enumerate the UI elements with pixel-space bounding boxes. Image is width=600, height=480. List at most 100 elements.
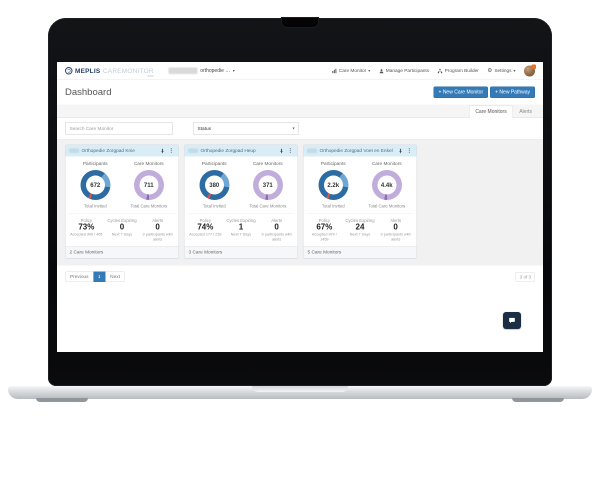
total-care-monitors-label: Total Care Monitors (130, 203, 168, 209)
care-monitor-card: Orthopedie Zorgpad Heup ⋮ Participants 3… (184, 144, 298, 259)
laptop-base (8, 386, 592, 399)
card-title: Orthopedie Zorgpad Knie (81, 148, 135, 154)
brand-name-bold: MEPLIS (75, 67, 101, 75)
policy-stat: Policy 74% Accepted 177 / 239 (189, 218, 222, 237)
current-page-button[interactable]: 1 (93, 271, 106, 283)
next-page-button[interactable]: Next (105, 271, 125, 283)
nav-item-label: Manage Participants (385, 68, 430, 74)
kebab-menu-icon[interactable]: ⋮ (287, 148, 294, 154)
care-monitor-cards: Orthopedie Zorgpad Knie ⋮ Participants 6… (57, 139, 543, 266)
total-care-monitors-label: Total Care Monitors (368, 203, 406, 209)
participants-donut-chart: 2.2k (318, 170, 349, 200)
care-monitor-card: Orthopedie Zorgpad Voet en Enkel ⋮ Parti… (303, 144, 417, 259)
care-monitors-value: 4.4k (380, 181, 393, 189)
pagination-row: Previous 1 Next 3 of 3 (57, 265, 543, 289)
participants-donut-chart: 672 (80, 170, 111, 200)
gear-icon: ⚙ (487, 67, 493, 74)
organization-selector[interactable]: orthopedie … ▾ (168, 67, 235, 74)
chat-widget-button[interactable] (503, 312, 521, 329)
tab-alerts[interactable]: Alerts (519, 109, 532, 115)
participants-label: Participants (82, 161, 108, 167)
nav-item-label: Program Builder (444, 68, 479, 74)
card-title: Orthopedie Zorgpad Voet en Enkel (319, 148, 393, 154)
care-monitors-donut-chart: 711 (133, 170, 164, 200)
alerts-stat: Alerts 0 0 participants with alerts (261, 218, 292, 242)
bar-chart-icon (332, 68, 337, 73)
chevron-down-icon: ▾ (368, 68, 371, 73)
organization-label: orthopedie … (200, 68, 231, 74)
chat-bubble-icon (509, 317, 515, 323)
nav-program-builder[interactable]: Program Builder (437, 68, 479, 74)
chevron-down-icon: ▾ (232, 68, 235, 73)
laptop-screen: MEPLIS CAREMONITOR .com orthopedie … ▾ C… (57, 62, 543, 352)
brand-logo: MEPLIS CAREMONITOR .com (65, 67, 154, 78)
chevron-down-icon: ▾ (292, 126, 295, 131)
alerts-stat: Alerts 0 0 participants with alerts (142, 218, 173, 242)
participants-value: 2.2k (327, 181, 340, 189)
alerts-stat: Alerts 0 0 participants with alerts (380, 218, 411, 242)
care-monitors-value: 711 (143, 181, 154, 189)
care-monitors-label: Care Monitors (371, 161, 402, 167)
nav-care-monitor[interactable]: Care Monitor ▾ (332, 68, 370, 74)
previous-page-button[interactable]: Previous (65, 271, 94, 283)
sitemap-icon (437, 68, 443, 73)
nav-manage-participants[interactable]: Manage Participants (379, 68, 429, 74)
top-navbar: MEPLIS CAREMONITOR .com orthopedie … ▾ C… (57, 62, 543, 80)
search-care-monitor-input[interactable] (65, 122, 173, 135)
card-footer-link[interactable]: 3 Care Monitors (184, 246, 298, 259)
nav-item-label: Settings (494, 68, 512, 74)
tab-bar: Care Monitors Alerts (57, 104, 543, 118)
total-invited-label: Total Invited (321, 203, 345, 209)
pagination: Previous 1 Next (65, 271, 125, 283)
care-monitor-card: Orthopedie Zorgpad Knie ⋮ Participants 6… (65, 144, 179, 259)
status-select[interactable]: Status ▾ (193, 122, 299, 135)
chevron-down-icon: ▾ (513, 68, 516, 73)
laptop-foot-right (512, 398, 564, 402)
user-avatar[interactable] (524, 64, 536, 77)
card-footer-link[interactable]: 5 Care Monitors (303, 246, 417, 259)
policy-stat: Policy 73% Accepted 340 / 465 (70, 218, 103, 237)
notification-badge (531, 64, 536, 69)
kebab-menu-icon[interactable]: ⋮ (168, 148, 175, 154)
redacted-chip (307, 148, 317, 153)
kebab-menu-icon[interactable]: ⋮ (406, 148, 413, 154)
new-care-monitor-button[interactable]: + New Care Monitor (433, 86, 489, 98)
camera-notch (282, 18, 318, 27)
laptop-foot-left (36, 398, 88, 402)
cycles-expiring-stat: Cycles Expiring 1 Next 7 Days (226, 218, 256, 237)
tab-care-monitors[interactable]: Care Monitors (468, 105, 514, 118)
card-header[interactable]: Orthopedie Zorgpad Knie ⋮ (65, 145, 179, 157)
care-monitors-donut-chart: 4.4k (371, 170, 402, 200)
cycles-expiring-stat: Cycles Expiring 24 Next 7 Days (345, 218, 375, 237)
results-count-badge: 3 of 3 (515, 271, 535, 282)
pin-icon[interactable] (279, 148, 284, 154)
policy-stat: Policy 67% Accepted 974 / 1459 (311, 218, 337, 242)
redacted-chip (188, 148, 198, 153)
page-header: Dashboard + New Care Monitor + New Pathw… (57, 80, 543, 105)
users-icon (379, 68, 384, 73)
care-monitors-donut-chart: 371 (252, 170, 283, 200)
card-body: Participants 672 Total Invited Care Moni… (66, 157, 179, 247)
participants-value: 380 (209, 181, 220, 189)
total-invited-label: Total Invited (202, 203, 226, 209)
care-monitors-label: Care Monitors (252, 161, 283, 167)
card-header[interactable]: Orthopedie Zorgpad Heup ⋮ (184, 145, 298, 157)
new-pathway-button[interactable]: + New Pathway (490, 86, 535, 98)
redacted-chip (69, 148, 79, 153)
redacted-org-name (168, 67, 198, 74)
nav-settings[interactable]: ⚙ Settings ▾ (487, 68, 515, 74)
brand-name-light: CAREMONITOR (102, 67, 154, 75)
nav-item-label: Care Monitor (338, 68, 367, 74)
status-select-value: Status (197, 125, 211, 132)
participants-donut-chart: 380 (199, 170, 230, 200)
total-invited-label: Total Invited (83, 203, 107, 209)
header-actions: + New Care Monitor + New Pathway (433, 86, 535, 98)
card-footer-link[interactable]: 2 Care Monitors (65, 246, 179, 259)
pin-icon[interactable] (398, 148, 403, 154)
card-header[interactable]: Orthopedie Zorgpad Voet en Enkel ⋮ (303, 145, 417, 157)
card-title: Orthopedie Zorgpad Heup (200, 148, 256, 154)
pin-icon[interactable] (160, 148, 165, 154)
filter-row: Status ▾ (57, 118, 543, 139)
participants-label: Participants (201, 161, 227, 167)
